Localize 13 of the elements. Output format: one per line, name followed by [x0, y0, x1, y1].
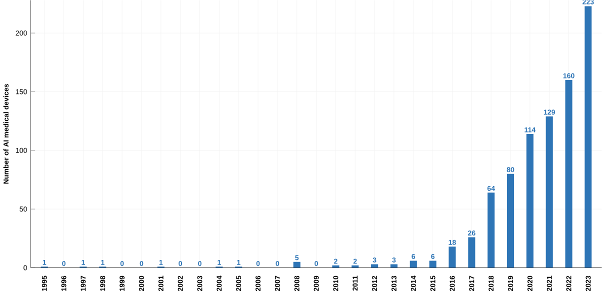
bar: [565, 80, 572, 268]
bar: [584, 6, 592, 268]
bar: [488, 192, 495, 268]
bar: [410, 260, 417, 268]
bar: [468, 237, 476, 268]
bar: [371, 264, 378, 268]
bar: [448, 246, 456, 268]
bar: [546, 116, 553, 268]
bar: [390, 264, 398, 268]
bar: [506, 174, 514, 268]
bar: [526, 134, 534, 268]
bar: [293, 262, 300, 268]
bar: [429, 260, 436, 268]
